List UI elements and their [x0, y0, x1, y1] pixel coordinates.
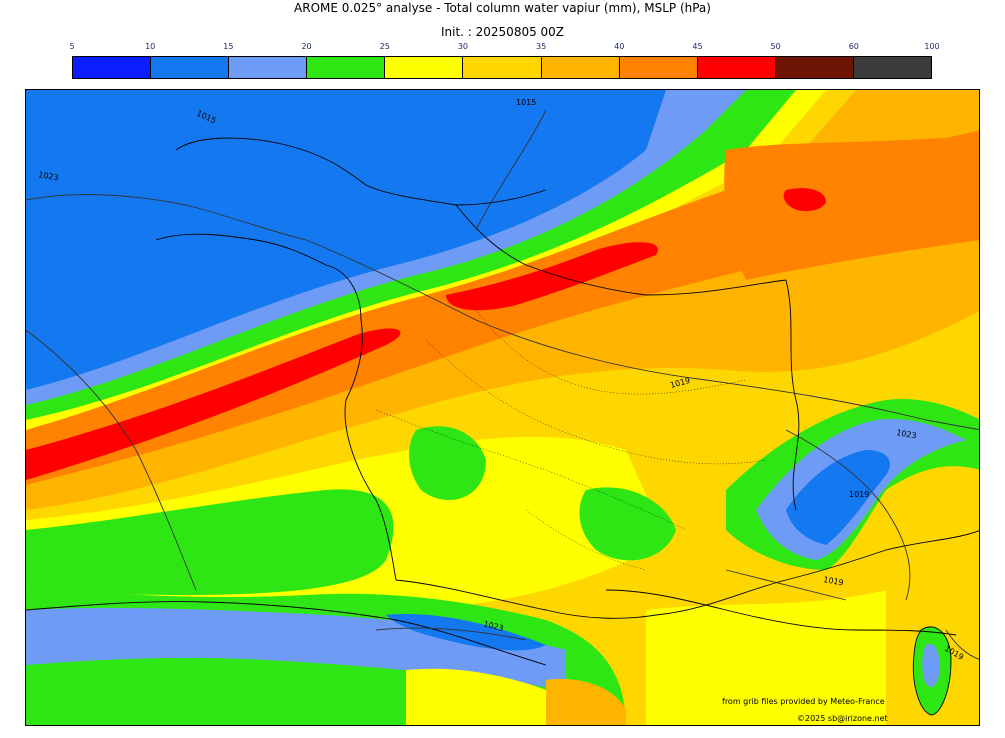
copyright-credit: ©2025 sb@irizone.net: [797, 714, 888, 723]
colorbar-tick-label: 30: [457, 42, 468, 51]
colorbar-tick-label: 100: [924, 42, 940, 51]
colorbar-segment: [853, 57, 932, 78]
colorbar-tick-label: 25: [379, 42, 390, 51]
colorbar-tick-label: 15: [223, 42, 234, 51]
vapour-band-45-50-germany: [783, 188, 826, 212]
colorbar-segment: [73, 57, 152, 78]
map-canvas: 1015 1015 1023 1019 1023 1019 1019 1023 …: [26, 90, 979, 725]
colorbar-tick-label: 5: [69, 42, 75, 51]
colorbar-segment: [385, 57, 464, 78]
vapour-pyrenees-blue: [386, 614, 546, 651]
colorbar-segment: [307, 57, 386, 78]
colorbar-tick-label: 10: [145, 42, 156, 51]
vapour-catalonia-yellow: [406, 668, 566, 725]
isobar-label: 1019: [849, 490, 869, 499]
colorbar-tick-label: 40: [614, 42, 625, 51]
data-source-credit: from grib files provided by Meteo-France: [722, 697, 885, 706]
weather-map: 1015 1015 1023 1019 1023 1019 1019 1023 …: [25, 89, 980, 726]
colorbar-segment: [697, 57, 776, 78]
colorbar: [72, 56, 932, 79]
vapour-northeast-orange: [724, 135, 979, 280]
vapour-mediterranean-yellow: [646, 590, 886, 725]
colorbar-segment: [463, 57, 542, 78]
colorbar-tick-label: 60: [848, 42, 859, 51]
isobar-label: 1023: [896, 428, 918, 440]
colorbar-tick-label: 35: [535, 42, 547, 51]
isobar-label: 1023: [38, 170, 60, 182]
vapour-alps-blue: [786, 450, 890, 545]
colorbar-segment: [229, 57, 308, 78]
isobar-label: 1015: [516, 98, 536, 107]
vapour-inland-green: [409, 426, 486, 500]
region-borders: [375, 309, 767, 571]
isobars: [26, 109, 979, 660]
vapour-biscay-green: [26, 489, 394, 595]
colorbar-segment: [541, 57, 620, 78]
vapour-corsica-lightblue: [922, 644, 940, 687]
colorbar-segment: [775, 57, 854, 78]
colorbar-segment: [151, 57, 230, 78]
colorbar-tick-label: 50: [770, 42, 781, 51]
isobar-label: 1019: [823, 575, 845, 587]
map-title: AROME 0.025° analyse - Total column wate…: [294, 1, 711, 15]
colorbar-segment: [619, 57, 698, 78]
colorbar-tick-label: 20: [301, 42, 312, 51]
vapour-gulf-orange: [546, 679, 626, 725]
coastlines: [26, 137, 979, 716]
vapour-massif-green: [579, 487, 676, 561]
vapour-band-45-50-east: [446, 242, 658, 311]
init-time: Init. : 20250805 00Z: [440, 25, 565, 39]
colorbar-tick-label: 45: [692, 42, 703, 51]
vapour-band-45-50-west: [26, 328, 401, 480]
